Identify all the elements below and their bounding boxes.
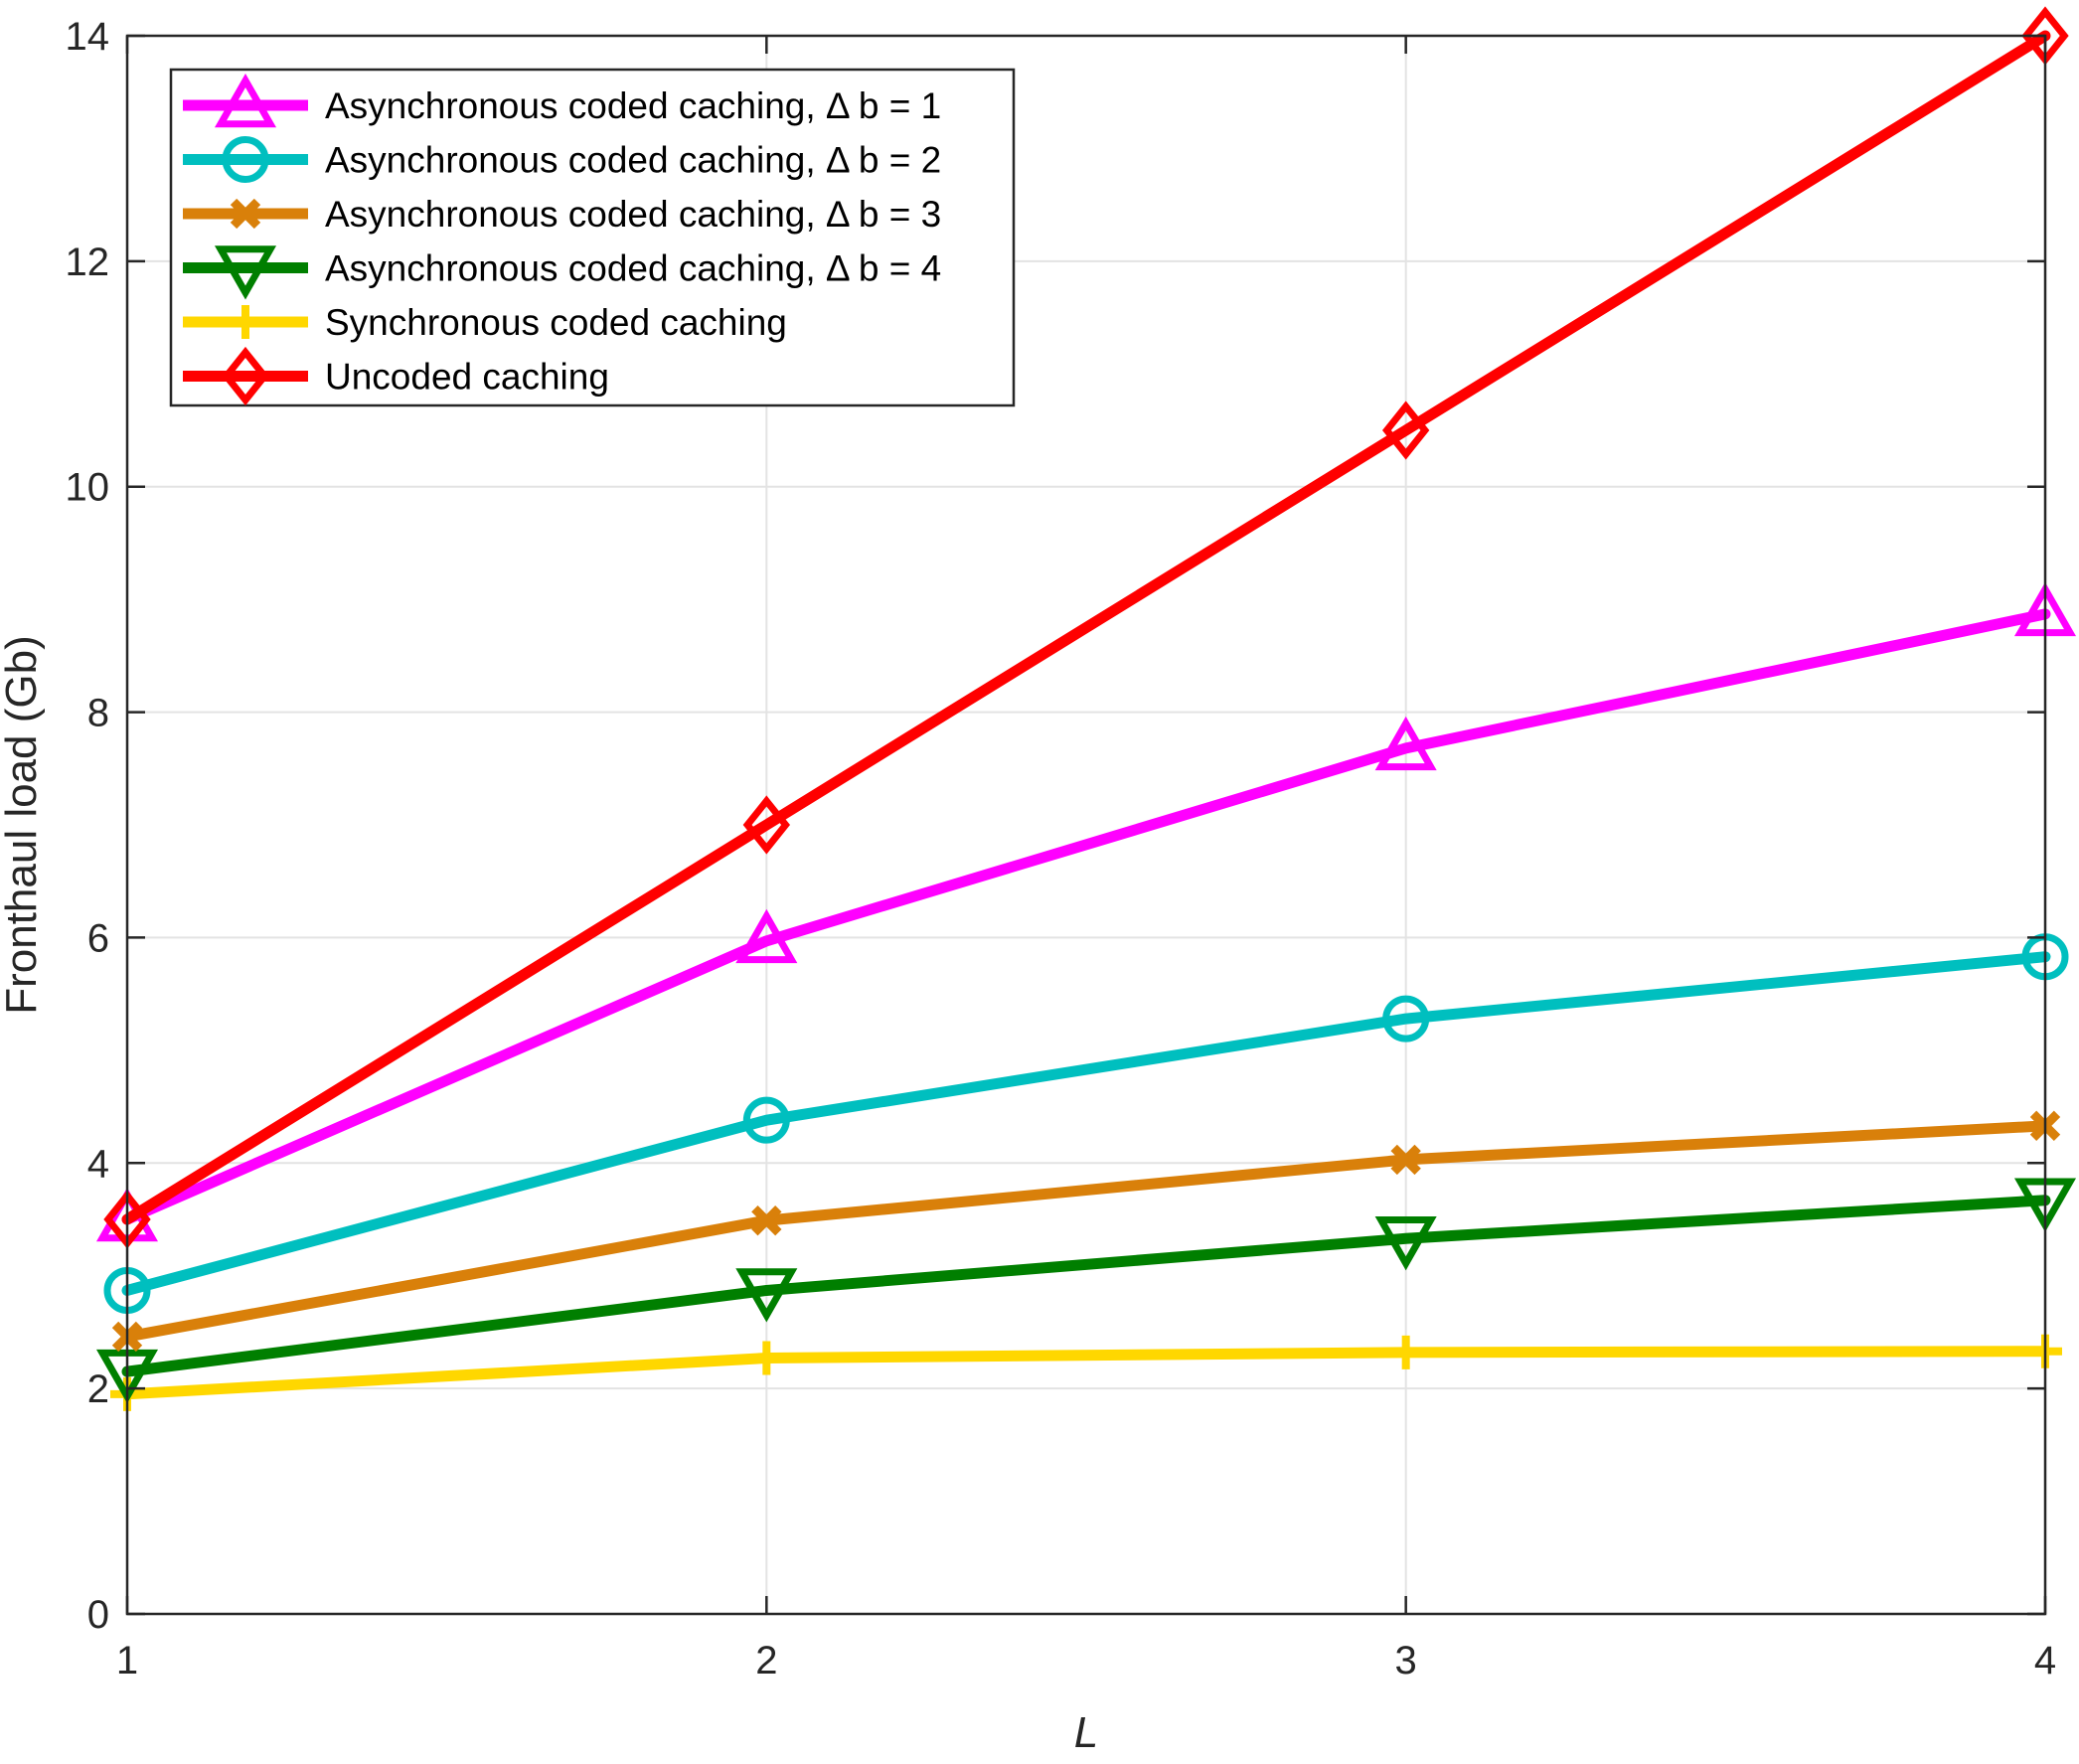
legend-box xyxy=(169,68,1016,407)
y-tick-label: 10 xyxy=(66,466,110,510)
marker-triangle-down xyxy=(1374,1216,1437,1271)
marker-x xyxy=(1390,1144,1421,1176)
legend: Asynchronous coded caching, Δ b = 1 Async… xyxy=(169,68,1016,407)
marker-plus xyxy=(229,305,262,339)
marker-plus xyxy=(1388,1335,1423,1369)
legend-label: Asynchronous coded caching, Δ b = 4 xyxy=(325,248,941,289)
y-tick-label: 6 xyxy=(87,916,109,960)
series-line xyxy=(121,1346,2051,1400)
legend-item: Uncoded caching xyxy=(183,346,609,406)
marker-diamond xyxy=(742,795,791,855)
legend-item: Asynchronous coded caching, Δ b = 3 xyxy=(183,194,941,235)
y-axis-label: Fronthaul load (Gb) xyxy=(0,635,46,1015)
marker-x xyxy=(751,1204,782,1236)
series-line xyxy=(121,1120,2051,1343)
series-line xyxy=(121,608,2051,1225)
y-tick-label: 14 xyxy=(66,15,110,59)
marker-triangle-up xyxy=(1374,716,1437,771)
y-tick-label: 8 xyxy=(87,692,109,735)
legend-item: Synchronous coded caching xyxy=(183,302,787,343)
marker-circle xyxy=(742,1096,790,1144)
y-tick-label: 0 xyxy=(87,1593,109,1637)
legend-label: Synchronous coded caching xyxy=(325,302,787,343)
marker-diamond xyxy=(1381,401,1430,460)
y-tick-label: 2 xyxy=(87,1367,109,1411)
marker-triangle-down xyxy=(735,1268,798,1323)
series-line xyxy=(121,30,2051,1225)
series-layer xyxy=(95,6,2077,1411)
marker-diamond xyxy=(222,346,269,406)
x-tick-label: 2 xyxy=(755,1639,777,1683)
series-line xyxy=(121,1195,2051,1377)
marker-triangle-up xyxy=(735,908,798,964)
x-axis-label: L xyxy=(1074,1708,1098,1757)
x-tick-label: 3 xyxy=(1395,1639,1417,1683)
x-tick-label: 1 xyxy=(116,1639,138,1683)
series-line xyxy=(121,951,2051,1296)
legend-item: Asynchronous coded caching, Δ b = 2 xyxy=(183,136,941,183)
legend-label: Asynchronous coded caching, Δ b = 2 xyxy=(325,140,941,181)
legend-item: Asynchronous coded caching, Δ b = 1 xyxy=(183,73,941,128)
legend-label: Uncoded caching xyxy=(325,357,609,398)
marker-circle xyxy=(1382,995,1430,1042)
x-tick-label: 4 xyxy=(2034,1639,2056,1683)
plot-frame xyxy=(125,34,2047,1616)
legend-item: Asynchronous coded caching, Δ b = 4 xyxy=(183,245,941,300)
legend-label: Asynchronous coded caching, Δ b = 1 xyxy=(325,85,941,126)
marker-circle xyxy=(222,136,269,183)
marker-plus xyxy=(749,1341,784,1375)
y-tick-label: 12 xyxy=(66,241,110,284)
marker-triangle-down xyxy=(214,245,277,300)
marker-triangle-up xyxy=(214,73,277,128)
y-tick-label: 4 xyxy=(87,1142,109,1186)
legend-label: Asynchronous coded caching, Δ b = 3 xyxy=(325,194,941,235)
marker-x xyxy=(230,198,261,230)
